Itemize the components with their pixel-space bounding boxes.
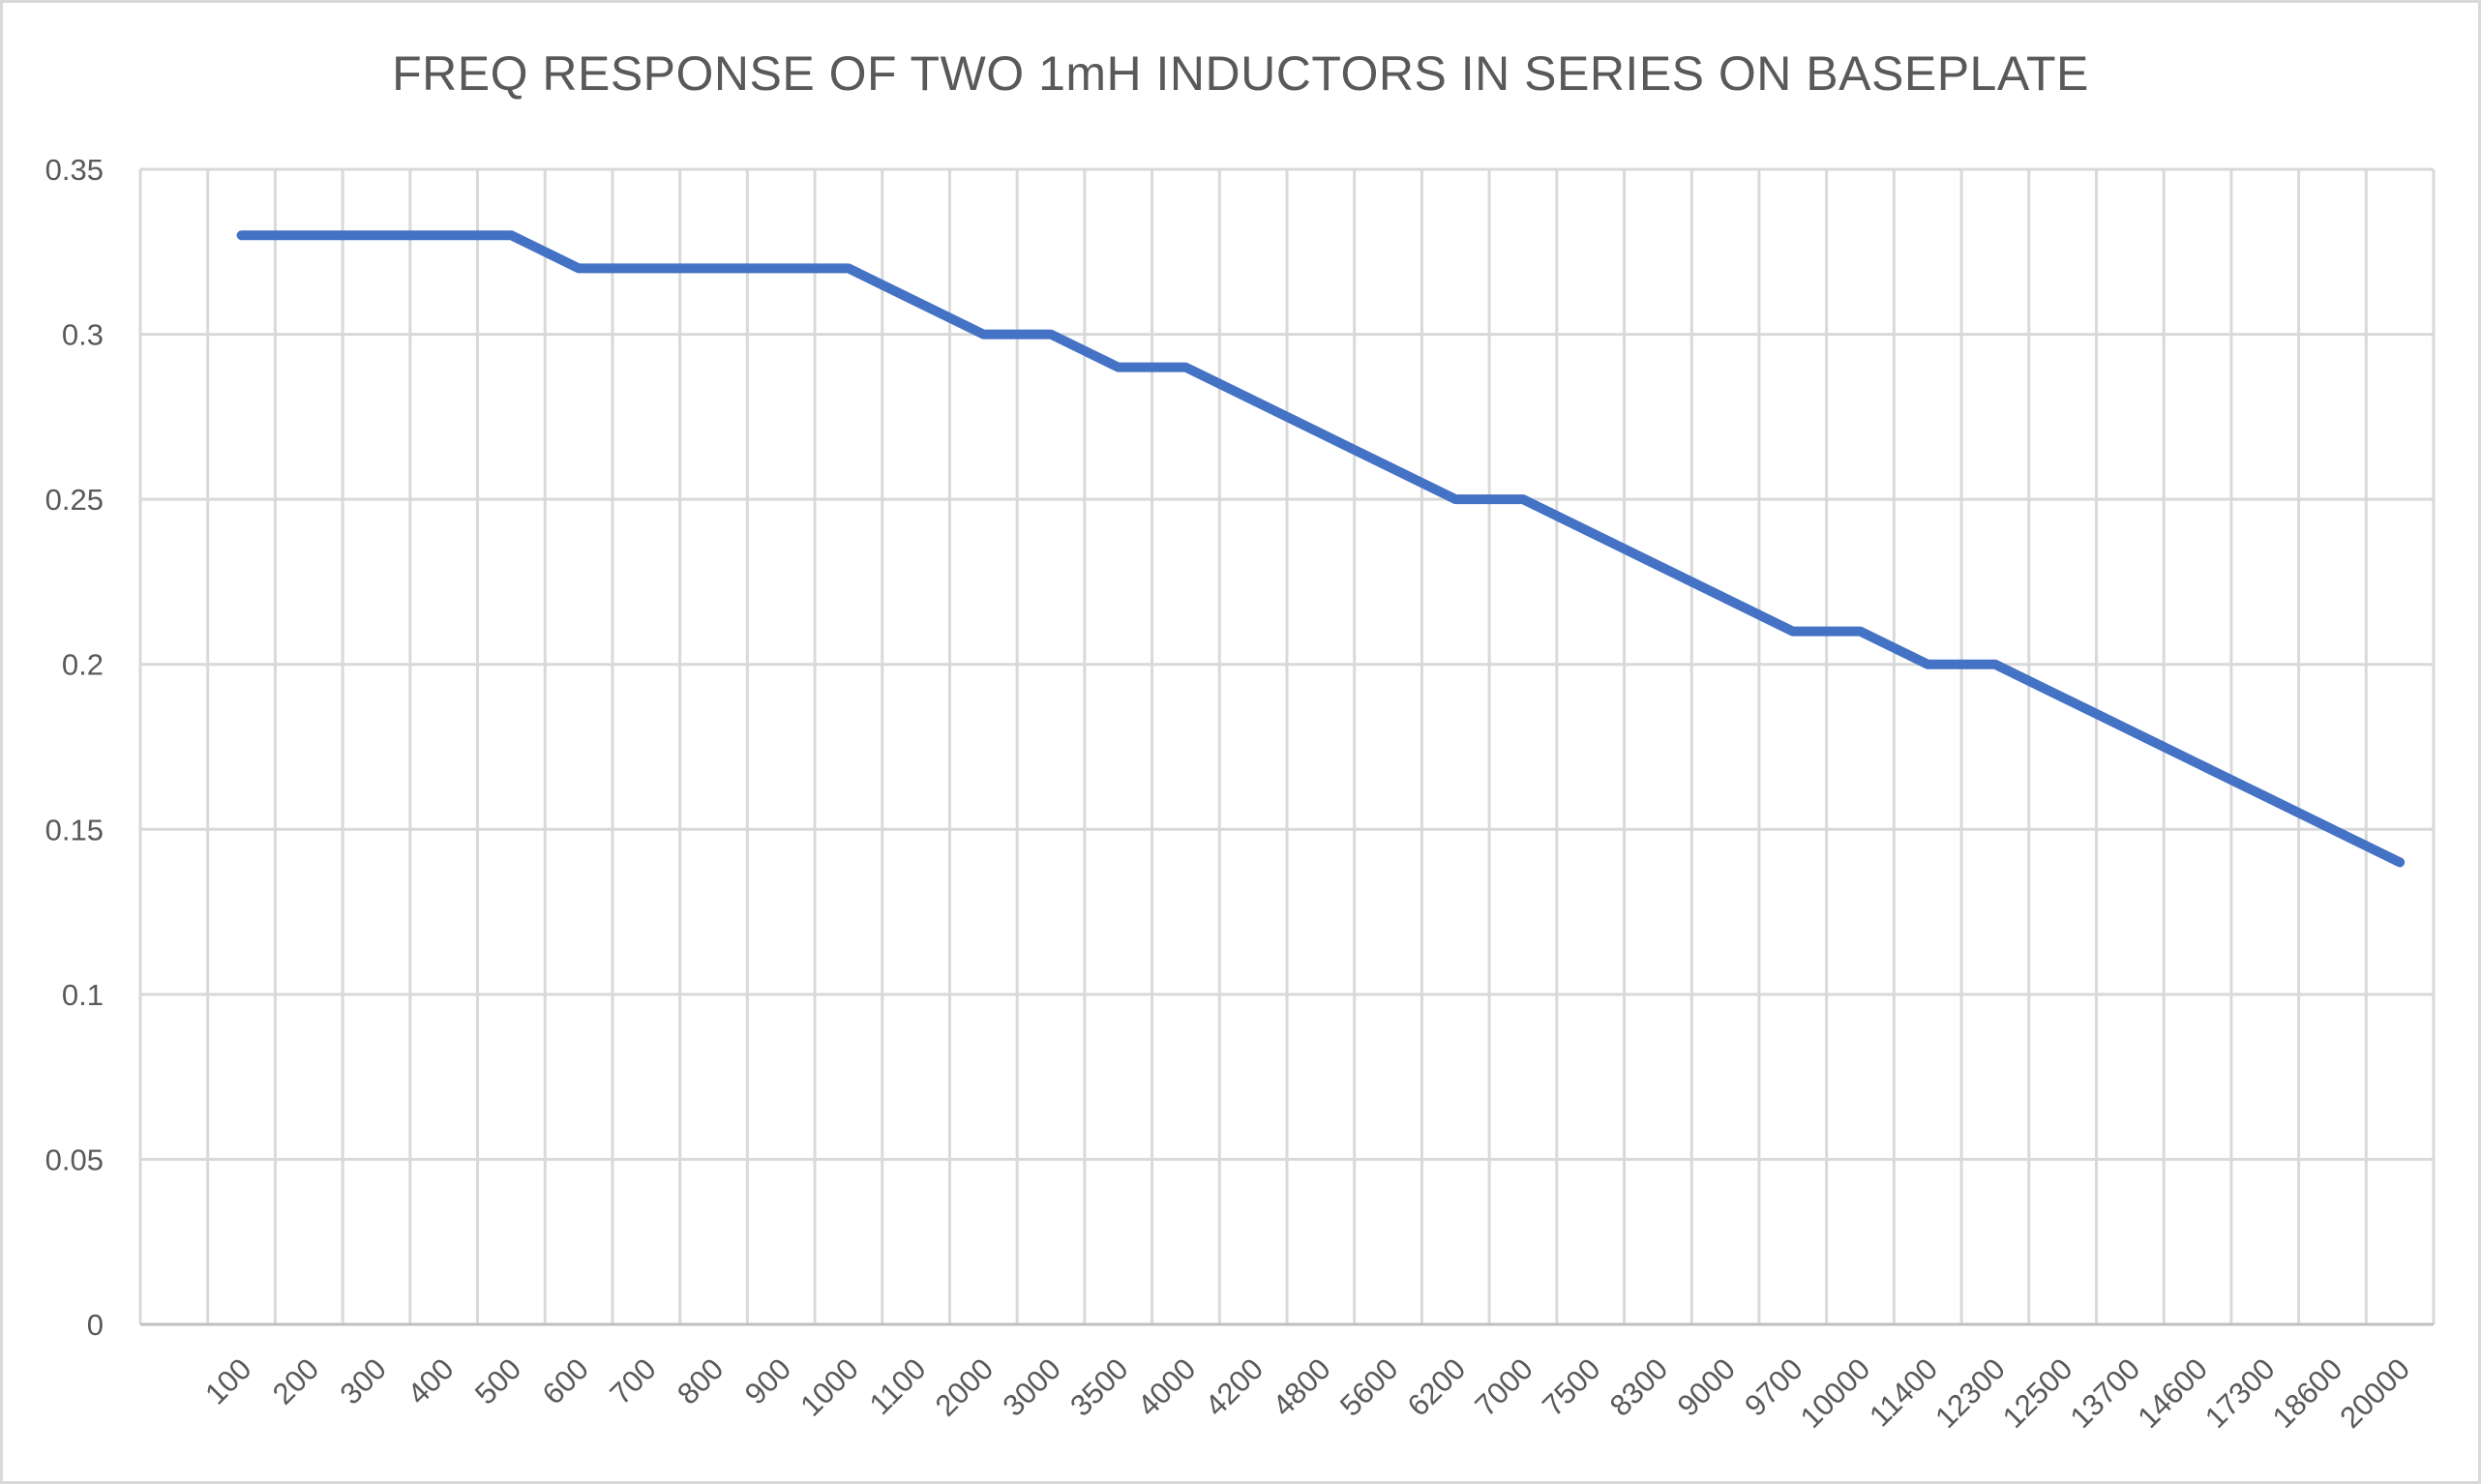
- x-tick-label: 20000: [2333, 1351, 2416, 1435]
- x-tick-label: 300: [334, 1351, 393, 1410]
- y-tick-label: 0.05: [45, 1143, 104, 1176]
- x-tick-label: 2000: [929, 1351, 1001, 1423]
- y-tick-label: 0.1: [62, 978, 104, 1012]
- x-tick-label: 7000: [1468, 1351, 1539, 1423]
- y-tick-label: 0.25: [45, 483, 104, 517]
- x-tick-label: 800: [671, 1351, 730, 1410]
- x-tick-label: 500: [468, 1351, 527, 1410]
- x-tick-label: 100: [198, 1351, 257, 1410]
- y-tick-label: 0.15: [45, 813, 104, 846]
- y-tick-label: 0.2: [62, 648, 104, 682]
- x-tick-label: 4200: [1199, 1351, 1270, 1423]
- x-tick-label: 1100: [863, 1351, 933, 1421]
- x-tick-label: 13700: [2064, 1351, 2147, 1435]
- x-tick-label: 12300: [1928, 1351, 2012, 1435]
- x-tick-label: 9000: [1671, 1351, 1743, 1423]
- x-tick-label: 400: [401, 1351, 460, 1410]
- x-tick-label: 200: [266, 1351, 325, 1410]
- x-tick-label: 7500: [1536, 1351, 1607, 1423]
- x-tick-label: 8300: [1603, 1351, 1675, 1423]
- x-tick-label: 6200: [1401, 1351, 1473, 1423]
- x-tick-label: 900: [738, 1351, 797, 1410]
- line-chart: 0 0.05 0.1 0.15 0.2 0.25 0.3 0.35 100 200 300 400 50…: [45, 153, 2436, 1435]
- x-tick-label: 700: [603, 1351, 662, 1410]
- x-tick-label: 3500: [1063, 1351, 1135, 1423]
- x-tick-label: 4000: [1131, 1351, 1203, 1423]
- x-tick-label: 4800: [1266, 1351, 1337, 1423]
- x-tick-label: 11400: [1863, 1351, 1944, 1433]
- x-tick-label: 5600: [1333, 1351, 1405, 1423]
- y-tick-label: 0: [87, 1308, 104, 1342]
- x-tick-label: 1000: [793, 1351, 865, 1423]
- x-tick-label: 14600: [2131, 1351, 2214, 1435]
- y-tick-label: 0.35: [45, 153, 104, 187]
- series-line: [236, 230, 2406, 868]
- x-tick-label: 18600: [2266, 1351, 2349, 1435]
- chart-title: FREQ RESPONSE OF TWO 1mH INDUCTORS IN SE…: [392, 46, 2089, 101]
- x-tick-label: 3000: [996, 1351, 1067, 1423]
- x-tick-label: 600: [536, 1351, 595, 1410]
- y-tick-label: 0.3: [62, 318, 104, 352]
- x-tick-label: 17300: [2198, 1351, 2282, 1435]
- x-tick-label: 10000: [1794, 1351, 1877, 1435]
- x-tick-label: 12500: [1996, 1351, 2079, 1435]
